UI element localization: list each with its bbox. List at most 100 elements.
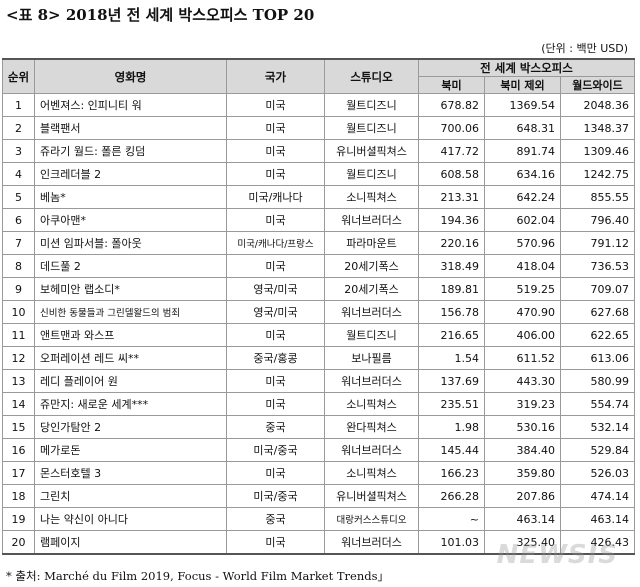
cell-rank: 8: [2, 254, 35, 278]
cell-north-america: 235.51: [418, 392, 485, 416]
cell-ex-north-america: 634.16: [484, 162, 561, 186]
header-box-office-group: 전 세계 박스오피스: [418, 58, 635, 77]
cell-ex-north-america: 384.40: [484, 438, 561, 462]
table-row: 17 몬스터호텔 3 미국 소니픽쳐스 166.23 359.80 526.03: [2, 461, 635, 485]
header-movie: 영화명: [34, 58, 227, 94]
table-row: 16 메가로돈 미국/중국 워너브러더스 145.44 384.40 529.84: [2, 438, 635, 462]
box-office-table: 순위 영화명 국가 스튜디오 전 세계 박스오피스 북미 북미 제외 월드와이드…: [2, 58, 635, 555]
cell-studio: 월트디즈니: [324, 93, 419, 117]
table-row: 9 보헤미안 랩소디* 영국/미국 20세기폭스 189.81 519.25 709.07: [2, 277, 635, 301]
cell-worldwide: 855.55: [560, 185, 635, 209]
cell-north-america: 608.58: [418, 162, 485, 186]
cell-country: 미국: [226, 323, 325, 347]
cell-worldwide: 1242.75: [560, 162, 635, 186]
newsis-watermark: NEWSIS: [496, 540, 618, 570]
cell-ex-north-america: 570.96: [484, 231, 561, 255]
cell-studio: 유니버셜픽쳐스: [324, 484, 419, 508]
cell-movie: 어벤져스: 인피니티 워: [34, 93, 227, 117]
cell-ex-north-america: 207.86: [484, 484, 561, 508]
cell-rank: 6: [2, 208, 35, 232]
cell-studio: 완다픽쳐스: [324, 415, 419, 439]
cell-worldwide: 474.14: [560, 484, 635, 508]
cell-north-america: 189.81: [418, 277, 485, 301]
table-row: 5 베놈* 미국/캐나다 소니픽쳐스 213.31 642.24 855.55: [2, 185, 635, 209]
cell-ex-north-america: 470.90: [484, 300, 561, 324]
unit-label: (단위 : 백만 USD): [541, 42, 628, 55]
cell-north-america: 1.98: [418, 415, 485, 439]
cell-north-america: 216.65: [418, 323, 485, 347]
cell-worldwide: 613.06: [560, 346, 635, 370]
cell-movie: 블랙팬서: [34, 116, 227, 140]
cell-rank: 13: [2, 369, 35, 393]
cell-movie: 몬스터호텔 3: [34, 461, 227, 485]
table-row: 2 블랙팬서 미국 월트디즈니 700.06 648.31 1348.37: [2, 116, 635, 140]
cell-country: 영국/미국: [226, 277, 325, 301]
cell-country: 미국: [226, 139, 325, 163]
header-north-america: 북미: [418, 76, 485, 94]
cell-rank: 2: [2, 116, 35, 140]
cell-studio: 20세기폭스: [324, 254, 419, 278]
table-row: 14 쥬만지: 새로운 세계*** 미국 소니픽쳐스 235.51 319.23 554.7…: [2, 392, 635, 416]
cell-rank: 15: [2, 415, 35, 439]
cell-worldwide: 463.14: [560, 507, 635, 531]
cell-ex-north-america: 530.16: [484, 415, 561, 439]
cell-movie: 메가로돈: [34, 438, 227, 462]
cell-ex-north-america: 648.31: [484, 116, 561, 140]
cell-studio: 월트디즈니: [324, 162, 419, 186]
cell-north-america: 678.82: [418, 93, 485, 117]
cell-rank: 18: [2, 484, 35, 508]
cell-ex-north-america: 463.14: [484, 507, 561, 531]
table-row: 18 그린치 미국/중국 유니버셜픽쳐스 266.28 207.86 474.14: [2, 484, 635, 508]
cell-worldwide: 709.07: [560, 277, 635, 301]
cell-studio: 소니픽쳐스: [324, 461, 419, 485]
table-title: <표 8> 2018년 전 세계 박스오피스 TOP 20: [6, 6, 315, 24]
cell-country: 미국: [226, 162, 325, 186]
cell-country: 미국: [226, 93, 325, 117]
source-note: * 출처: Marché du Film 2019, Focus - World…: [6, 569, 390, 583]
cell-movie: 그린치: [34, 484, 227, 508]
cell-country: 미국: [226, 392, 325, 416]
table-row: 10 신비한 동물들과 그린델왈드의 범죄 영국/미국 워너브러더스 156.78 470…: [2, 300, 635, 324]
cell-country: 미국: [226, 254, 325, 278]
cell-rank: 10: [2, 300, 35, 324]
cell-studio: 월트디즈니: [324, 323, 419, 347]
table-row: 3 쥬라기 월드: 폴른 킹덤 미국 유니버셜픽쳐스 417.72 891.74 1309.…: [2, 139, 635, 163]
cell-north-america: 417.72: [418, 139, 485, 163]
cell-rank: 1: [2, 93, 35, 117]
cell-worldwide: 580.99: [560, 369, 635, 393]
cell-ex-north-america: 602.04: [484, 208, 561, 232]
cell-ex-north-america: 443.30: [484, 369, 561, 393]
cell-country: 미국: [226, 369, 325, 393]
table-row: 1 어벤져스: 인피니티 워 미국 월트디즈니 678.82 1369.54 2048.36: [2, 93, 635, 117]
cell-country: 미국: [226, 461, 325, 485]
cell-studio: 소니픽쳐스: [324, 185, 419, 209]
cell-rank: 7: [2, 231, 35, 255]
cell-worldwide: 532.14: [560, 415, 635, 439]
cell-ex-north-america: 611.52: [484, 346, 561, 370]
header-studio: 스튜디오: [324, 58, 419, 94]
cell-worldwide: 554.74: [560, 392, 635, 416]
cell-movie: 당인가탐안 2: [34, 415, 227, 439]
cell-ex-north-america: 891.74: [484, 139, 561, 163]
cell-ex-north-america: 319.23: [484, 392, 561, 416]
cell-movie: 오퍼레이션 레드 씨**: [34, 346, 227, 370]
header-rank: 순위: [2, 58, 35, 94]
header-worldwide: 월드와이드: [560, 76, 635, 94]
cell-rank: 11: [2, 323, 35, 347]
cell-studio: 20세기폭스: [324, 277, 419, 301]
cell-movie: 보헤미안 랩소디*: [34, 277, 227, 301]
cell-rank: 12: [2, 346, 35, 370]
cell-north-america: 145.44: [418, 438, 485, 462]
cell-rank: 17: [2, 461, 35, 485]
cell-studio: 워너브러더스: [324, 208, 419, 232]
cell-movie: 베놈*: [34, 185, 227, 209]
cell-rank: 20: [2, 530, 35, 555]
cell-worldwide: 426.43: [560, 530, 635, 555]
cell-north-america: 137.69: [418, 369, 485, 393]
cell-country: 미국/중국: [226, 484, 325, 508]
cell-north-america: ~: [418, 507, 485, 531]
cell-studio: 워너브러더스: [324, 300, 419, 324]
cell-movie: 앤트맨과 와스프: [34, 323, 227, 347]
table-row: 4 인크레더블 2 미국 월트디즈니 608.58 634.16 1242.75: [2, 162, 635, 186]
cell-country: 중국/홍콩: [226, 346, 325, 370]
